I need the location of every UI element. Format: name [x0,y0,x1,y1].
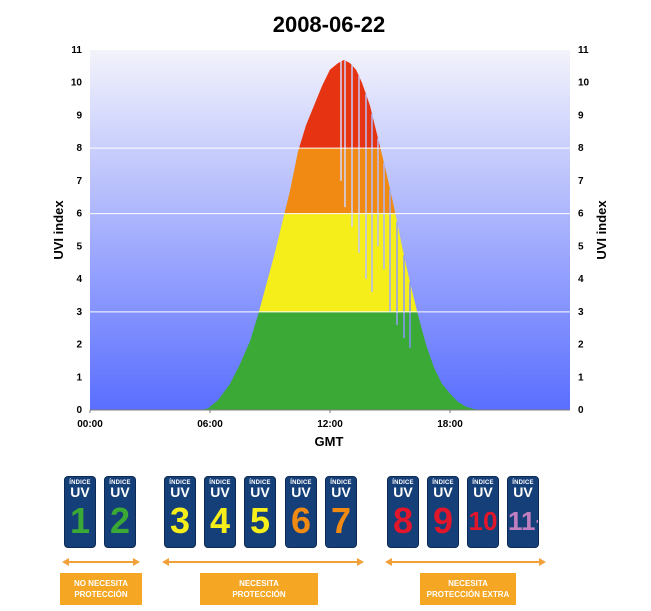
uv-card-8: ÍNDICE UV 8 [387,476,419,548]
y-tick-right-11: 11 [578,45,589,56]
uv-card-5: ÍNDICE UV 5 [244,476,276,548]
y-tick-right-6: 6 [578,209,584,220]
y-axis-left: 0 1 2 3 4 5 6 7 8 9 10 11 [71,45,83,416]
uv-card-2: ÍNDICE UV 2 [104,476,136,548]
uv-card-10: ÍNDICE UV 10 [467,476,499,548]
uv-card-7: ÍNDICE UV 7 [325,476,357,548]
chart-title: 2008-06-22 [273,12,386,37]
uv-card-index-label: ÍNDICE [290,480,312,486]
x-axis: 00:00 06:00 12:00 18:00 [77,410,463,430]
y-tick-right-7: 7 [578,176,584,187]
uv-card-value: 5 [249,500,271,541]
y-axis-label-left: UVI index [51,200,66,260]
y-tick-right-1: 1 [578,372,584,383]
uv-card-uv-label: UV [110,484,130,500]
uv-index-chart: 2008-06-22 0 1 2 3 4 5 6 7 8 9 10 11 0 1 2 3 4 5 6 7 8 9 10 11… [51,12,609,449]
uv-card-value: 2 [109,500,131,541]
uv-card-value: 11+ [508,506,538,536]
uv-card-index-label: ÍNDICE [512,480,534,486]
uv-card-index-label: ÍNDICE [109,480,131,486]
x-tick-label-1: 06:00 [197,419,223,430]
y-tick-left-5: 5 [76,241,82,252]
uv-card-index-label: ÍNDICE [330,480,352,486]
cloud-dips [340,60,411,348]
y-axis-right: 0 1 2 3 4 5 6 7 8 9 10 11 [578,45,590,416]
protection-tag-0: NO NECESITA PROTECCIÓN [60,573,142,605]
y-tick-right-9: 9 [578,110,584,121]
y-tick-right-4: 4 [578,274,584,285]
y-tick-left-11: 11 [71,45,82,56]
y-tick-right-2: 2 [578,340,584,351]
uv-card-value: 8 [392,500,414,541]
uv-card-value: 6 [290,500,312,541]
y-tick-left-6: 6 [76,209,82,220]
uv-scale-legend: ÍNDICE UV 1 ÍNDICE UV 2 ÍNDICE UV 3 ÍNDICE UV 4 ÍNDI… [0,470,651,611]
uv-card-uv-label: UV [70,484,90,500]
uv-card-9: ÍNDICE UV 9 [427,476,459,548]
y-tick-right-0: 0 [578,405,584,416]
x-tick-label-0: 00:00 [77,419,103,430]
y-tick-right-10: 10 [578,78,590,89]
uv-card-uv-label: UV [473,484,493,500]
uv-card-4: ÍNDICE UV 4 [204,476,236,548]
y-tick-left-9: 9 [76,110,82,121]
y-tick-right-5: 5 [578,241,584,252]
y-axis-label-right: UVI index [594,200,609,260]
uv-card-uv-label: UV [210,484,230,500]
protection-tag-1: NECESITA PROTECCIÓN [200,573,318,605]
x-tick-label-2: 12:00 [317,419,343,430]
uv-card-uv-label: UV [393,484,413,500]
y-tick-left-8: 8 [76,143,82,154]
protection-tag-2: NECESITA PROTECCIÓN EXTRA [420,573,516,605]
uv-card-6: ÍNDICE UV 6 [285,476,317,548]
uv-card-value: 7 [330,500,352,541]
uv-card-uv-label: UV [170,484,190,500]
uv-card-uv-label: UV [250,484,270,500]
uv-card-value: 9 [432,500,454,541]
uv-card-1: ÍNDICE UV 1 [64,476,96,548]
y-tick-left-10: 10 [71,78,83,89]
uv-card-index-label: ÍNDICE [169,480,191,486]
y-tick-right-3: 3 [578,307,584,318]
uv-card-3: ÍNDICE UV 3 [164,476,196,548]
gridlines [90,147,570,313]
uv-card-uv-label: UV [433,484,453,500]
uv-card-uv-label: UV [291,484,311,500]
uv-card-index-label: ÍNDICE [432,480,454,486]
x-tick-label-3: 18:00 [437,419,463,430]
uv-card-uv-label: UV [513,484,533,500]
uv-card-index-label: ÍNDICE [209,480,231,486]
uv-card-value: 10 [468,506,498,536]
y-tick-left-4: 4 [76,274,82,285]
uv-card-index-label: ÍNDICE [249,480,271,486]
uv-card-value: 3 [169,500,191,541]
y-tick-left-0: 0 [76,405,82,416]
protection-arrow-2 [385,558,546,566]
uv-card-index-label: ÍNDICE [69,480,91,486]
uv-card-uv-label: UV [331,484,351,500]
x-axis-label: GMT [315,434,344,449]
y-tick-left-1: 1 [76,372,82,383]
y-tick-right-8: 8 [578,143,584,154]
uv-card-value: 1 [69,500,91,541]
protection-arrow-0 [62,558,140,566]
uv-card-value: 4 [209,500,231,541]
y-tick-left-7: 7 [76,176,82,187]
uv-card-index-label: ÍNDICE [472,480,494,486]
y-tick-left-3: 3 [76,307,82,318]
protection-arrow-1 [162,558,364,566]
uv-card-index-label: ÍNDICE [392,480,414,486]
y-tick-left-2: 2 [76,340,82,351]
